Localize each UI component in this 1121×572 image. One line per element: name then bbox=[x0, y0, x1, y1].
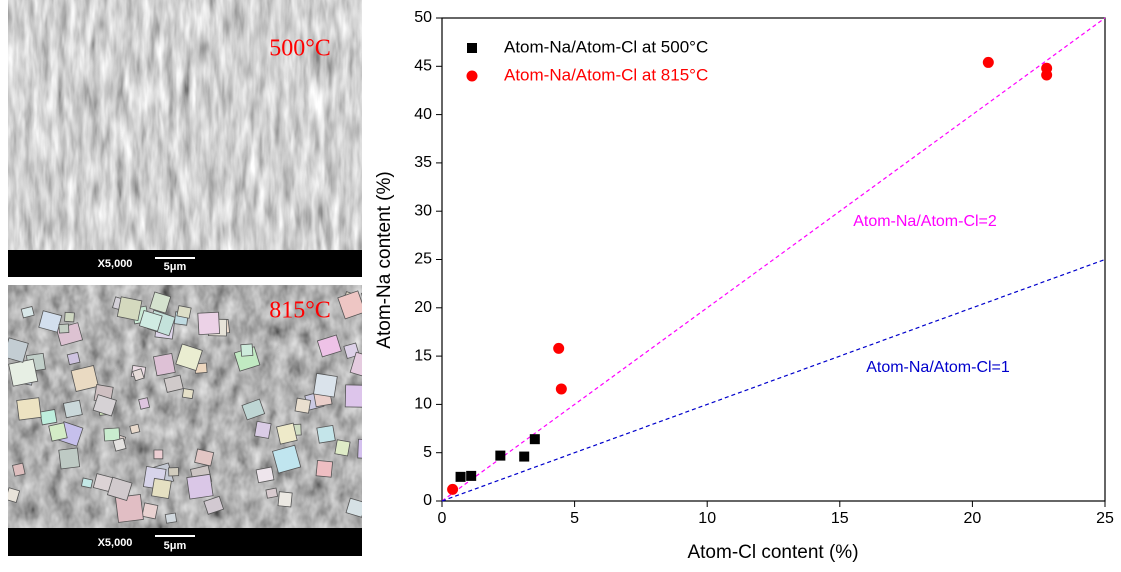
reference-label: Atom-Na/Atom-Cl=1 bbox=[866, 359, 1010, 376]
point bbox=[466, 471, 476, 481]
x-tick-label: 15 bbox=[831, 510, 849, 527]
y-tick-label: 35 bbox=[414, 154, 432, 171]
crystal bbox=[316, 460, 333, 477]
crystal bbox=[142, 503, 158, 519]
crystal bbox=[17, 398, 42, 420]
legend-label: Atom-Na/Atom-Cl at 815°C bbox=[504, 65, 708, 84]
crystal bbox=[81, 478, 92, 488]
crystal bbox=[255, 421, 272, 438]
point bbox=[456, 472, 466, 482]
point bbox=[553, 343, 564, 354]
crystal bbox=[335, 440, 350, 456]
scale-label: 5μm bbox=[164, 261, 187, 273]
reference-label: Atom-Na/Atom-Cl=2 bbox=[853, 213, 997, 230]
y-tick-label: 10 bbox=[414, 396, 432, 413]
crystal bbox=[67, 352, 80, 364]
point bbox=[556, 383, 567, 394]
y-tick-label: 30 bbox=[414, 202, 432, 219]
y-tick-label: 40 bbox=[414, 106, 432, 123]
crystal bbox=[317, 425, 335, 443]
point bbox=[983, 57, 994, 68]
y-axis-title: Atom-Na content (%) bbox=[374, 171, 395, 348]
x-tick-label: 10 bbox=[698, 510, 716, 527]
crystal bbox=[49, 423, 68, 441]
sem-image-815: 815°C X5,000 5μm bbox=[4, 285, 381, 556]
x-axis-title: Atom-Cl content (%) bbox=[687, 542, 858, 563]
crystal bbox=[113, 438, 126, 451]
crystal bbox=[139, 398, 150, 410]
crystal bbox=[63, 400, 82, 418]
reference-line bbox=[442, 18, 1105, 501]
image-label: 815°C bbox=[269, 298, 331, 324]
legend-label: Atom-Na/Atom-Cl at 500°C bbox=[504, 37, 708, 56]
y-tick-label: 20 bbox=[414, 299, 432, 316]
crystal bbox=[154, 450, 163, 459]
crystal bbox=[104, 428, 120, 441]
y-tick-label: 0 bbox=[423, 492, 432, 509]
y-tick-label: 45 bbox=[414, 58, 432, 75]
x-tick-label: 0 bbox=[438, 510, 447, 527]
crystal bbox=[152, 478, 172, 498]
legend-marker bbox=[467, 43, 477, 53]
crystal bbox=[345, 385, 369, 407]
crystal bbox=[278, 492, 292, 507]
point bbox=[495, 451, 505, 461]
crystal bbox=[130, 424, 140, 433]
crystal bbox=[169, 468, 179, 476]
crystal bbox=[182, 389, 193, 399]
point bbox=[1041, 69, 1052, 80]
figure: 500°C X5,000 5μm 815°C X5,000 5μm Atom-C… bbox=[0, 0, 1121, 567]
magnification: X5,000 bbox=[98, 258, 133, 270]
crystal bbox=[165, 513, 176, 523]
crystal bbox=[153, 353, 175, 375]
crystal bbox=[187, 474, 213, 499]
legend-marker bbox=[467, 71, 478, 82]
point bbox=[519, 452, 529, 462]
scale-label: 5μm bbox=[164, 540, 187, 552]
crystal bbox=[177, 306, 191, 319]
crystal bbox=[314, 373, 338, 397]
crystal bbox=[266, 488, 278, 498]
x-tick-label: 5 bbox=[570, 510, 579, 527]
x-tick-label: 25 bbox=[1096, 510, 1114, 527]
y-tick-label: 50 bbox=[414, 9, 432, 26]
crystal bbox=[277, 423, 298, 444]
y-tick-label: 25 bbox=[414, 251, 432, 268]
crystal bbox=[9, 359, 38, 386]
y-tick-label: 15 bbox=[414, 347, 432, 364]
point bbox=[447, 484, 458, 495]
sem-image-500: 500°C X5,000 5μm bbox=[8, 0, 362, 277]
image-label: 500°C bbox=[269, 36, 331, 62]
crystal bbox=[358, 439, 377, 458]
reference-line bbox=[442, 260, 1105, 502]
crystal bbox=[295, 398, 311, 413]
crystal bbox=[59, 324, 69, 333]
magnification: X5,000 bbox=[98, 537, 133, 549]
crystal bbox=[59, 448, 80, 469]
crystal bbox=[13, 463, 26, 476]
crystal bbox=[241, 344, 253, 356]
crystal bbox=[40, 410, 57, 425]
crystal bbox=[65, 312, 75, 322]
point bbox=[530, 434, 540, 444]
crystal bbox=[198, 312, 220, 334]
y-tick-label: 5 bbox=[423, 444, 432, 461]
crystal bbox=[117, 297, 142, 321]
crystal bbox=[256, 467, 274, 483]
x-tick-label: 20 bbox=[964, 510, 982, 527]
